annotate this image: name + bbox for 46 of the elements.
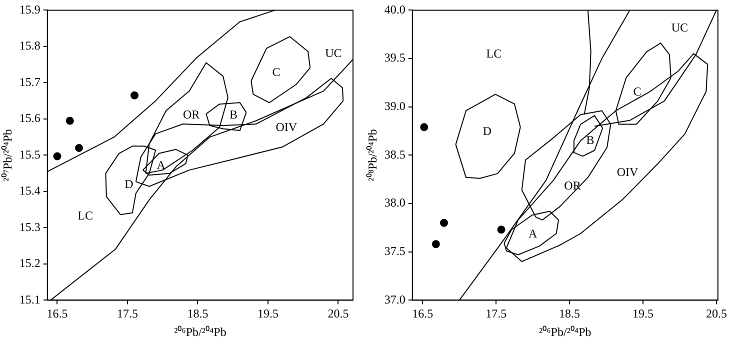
annotation: D bbox=[482, 124, 492, 138]
annotation: UC bbox=[671, 20, 688, 35]
y-tick-label: 38.0 bbox=[384, 196, 406, 210]
x-tick-label: 17.5 bbox=[486, 306, 507, 321]
annotation: B bbox=[586, 132, 594, 147]
y-tick-label: 15.8 bbox=[19, 38, 40, 53]
annotation: OIV bbox=[616, 164, 638, 179]
y-tick-label: 38.5 bbox=[384, 147, 406, 162]
x-tick-label: 18.5 bbox=[187, 306, 208, 321]
annotation: A bbox=[528, 226, 538, 241]
x-tick-label: 16.5 bbox=[46, 306, 68, 321]
annotation: LC bbox=[486, 46, 502, 61]
y-axis-title: ²⁰⁸Pb/²⁰⁴Pb bbox=[365, 129, 380, 182]
y-tick-label: 15.7 bbox=[19, 74, 40, 89]
y-axis-title: ²⁰⁷Pb/²⁰⁴Pb bbox=[0, 129, 14, 182]
x-axis-title: ²⁰⁶Pb/²⁰⁴Pb bbox=[539, 324, 592, 339]
annotation: B bbox=[230, 107, 238, 122]
y-tick-label: 15.3 bbox=[19, 220, 40, 234]
annotation: A bbox=[156, 158, 166, 172]
y-tick-label: 15.1 bbox=[19, 292, 40, 306]
y-tick-label: 15.9 bbox=[19, 2, 40, 16]
x-tick-label: 17.5 bbox=[116, 306, 138, 321]
y-tick-label: 15.6 bbox=[19, 111, 40, 126]
annotation: C bbox=[272, 64, 280, 79]
y-tick-label: 15.5 bbox=[19, 147, 40, 162]
y-tick-label: 40.0 bbox=[384, 2, 406, 16]
x-tick-label: 16.5 bbox=[412, 306, 434, 321]
y-tick-label: 15.4 bbox=[19, 184, 40, 198]
x-tick-label: 19.5 bbox=[257, 306, 278, 321]
x-tick-label: 18.5 bbox=[559, 306, 580, 321]
annotation: OIV bbox=[276, 120, 298, 134]
y-tick-label: 39.0 bbox=[384, 99, 406, 114]
annotation: OR bbox=[564, 178, 581, 192]
y-tick-label: 39.5 bbox=[384, 50, 406, 65]
y-tick-label: 37.0 bbox=[384, 292, 406, 306]
annotation: OR bbox=[183, 107, 200, 122]
x-axis-title: ²⁰⁶Pb/²⁰⁴Pb bbox=[174, 324, 226, 339]
x-tick-label: 20.5 bbox=[328, 306, 349, 321]
annotation: LC bbox=[78, 208, 93, 222]
annotation: D bbox=[124, 177, 134, 192]
annotation: C bbox=[633, 84, 642, 98]
annotation: UC bbox=[325, 46, 342, 60]
x-tick-label: 19.5 bbox=[632, 306, 654, 321]
y-tick-label: 15.2 bbox=[19, 256, 40, 270]
x-tick-label: 20.5 bbox=[706, 306, 727, 321]
y-tick-label: 37.5 bbox=[384, 244, 406, 258]
